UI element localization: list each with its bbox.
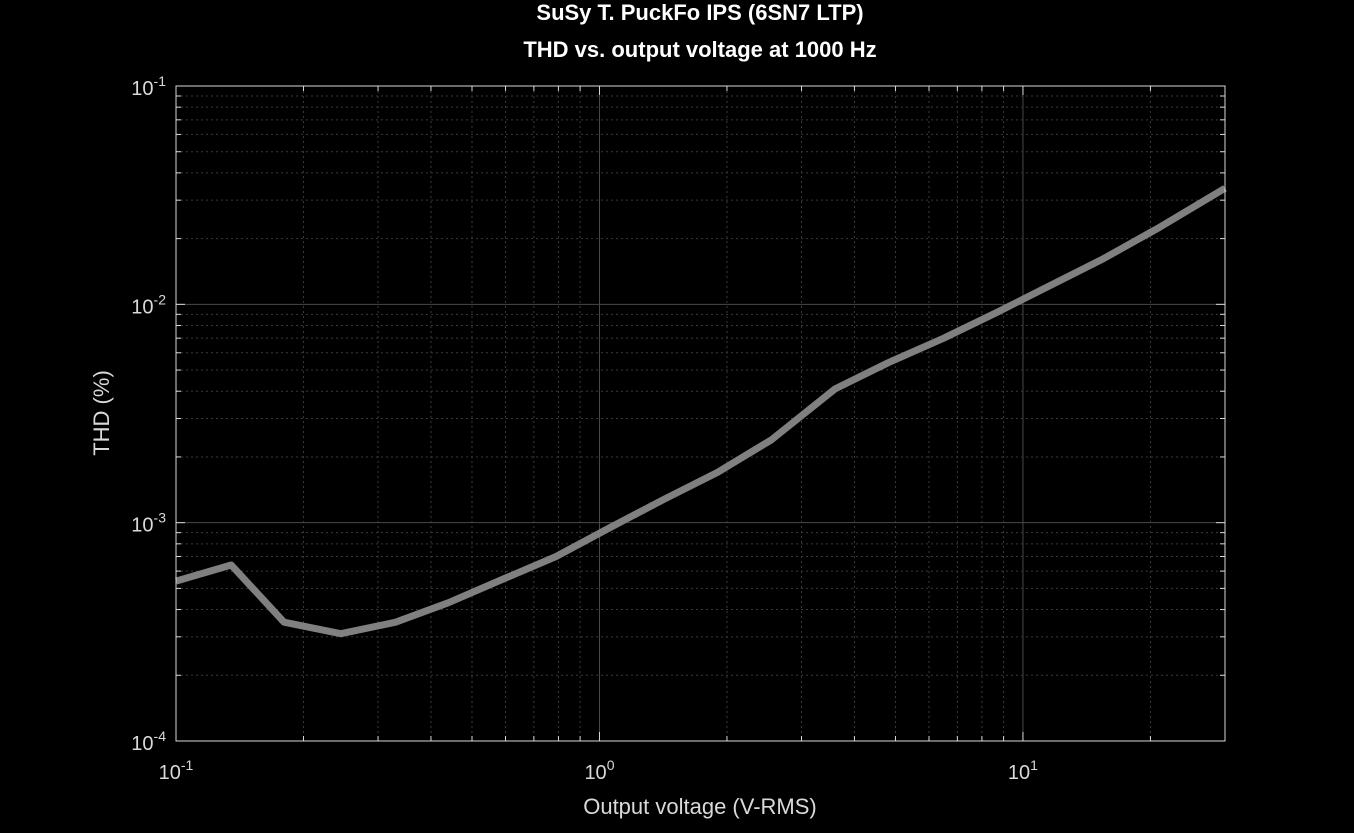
x-tick-label: 100 [584, 757, 614, 784]
y-axis-label: THD (%) [89, 370, 114, 456]
y-tick-label: 10-1 [131, 73, 166, 100]
y-tick-label: 10-2 [131, 291, 166, 318]
axes-background [176, 86, 1225, 741]
x-tick-label: 10-1 [159, 757, 194, 784]
series-layer [175, 185, 1227, 638]
x-axis-label: Output voltage (V-RMS) [583, 794, 817, 819]
axes-box [175, 85, 1226, 742]
tick-marks [175, 86, 1226, 742]
y-tick-label: 10-3 [131, 510, 166, 537]
chart-title: SuSy T. PuckFo IPS (6SN7 LTP) [536, 0, 863, 25]
thd-series-line [175, 185, 1227, 638]
x-tick-label: 101 [1008, 757, 1038, 784]
grid [176, 86, 1225, 741]
chart-subtitle: THD vs. output voltage at 1000 Hz [523, 37, 876, 62]
y-tick-label: 10-4 [131, 728, 166, 755]
tick-labels: 10-1 100 101 10-4 10-3 10-2 10-1 [131, 73, 1038, 784]
